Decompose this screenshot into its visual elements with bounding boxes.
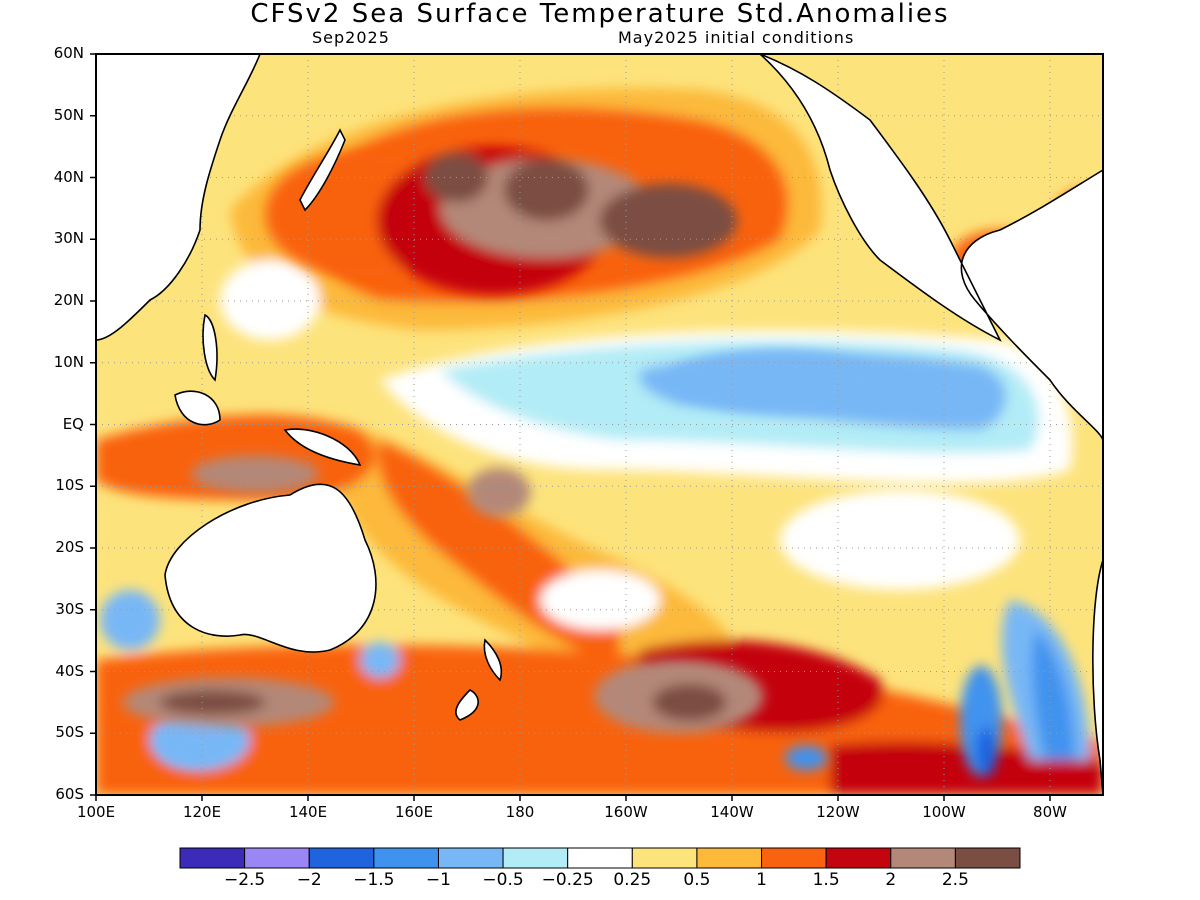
west-australia-cool: [100, 590, 160, 650]
colorbar-label: 1: [756, 870, 767, 890]
lat-label: 20S: [55, 538, 84, 556]
lat-label: 40S: [55, 661, 84, 680]
colorbar-swatch-5: [502, 847, 569, 869]
anomaly-core-16: [785, 745, 828, 771]
new-zealand-south-landmass: [455, 689, 479, 721]
lat-label: 20N: [53, 291, 84, 309]
colorbar-swatch-10: [825, 847, 892, 869]
japan-landmass: [299, 128, 346, 212]
anomaly-core-14: [467, 467, 531, 518]
chile-coast-cold: [1032, 630, 1075, 760]
lon-label: 180: [505, 803, 535, 821]
anomaly-core-12: [159, 690, 266, 715]
colorbar-swatch-2: [308, 847, 375, 869]
lat-label: 10N: [53, 352, 84, 371]
colorbar-label: 0.5: [683, 870, 711, 890]
anomaly-core-6: [668, 350, 881, 413]
lat-label: 30N: [53, 229, 84, 248]
colorbar-swatch-12: [954, 847, 1021, 869]
colorbar-swatch-9: [761, 847, 827, 869]
lon-label: 160W: [604, 803, 648, 821]
colorbar-label: −0.5: [482, 870, 524, 890]
lon-label: 120E: [182, 803, 222, 821]
americas-landmass: [759, 54, 1103, 795]
anomaly-core-15: [159, 727, 224, 765]
axis-ticks: [90, 53, 1051, 801]
colorbar-swatch-11: [890, 847, 956, 869]
initial-conditions-label: May2025 initial conditions: [618, 28, 855, 47]
lat-label: 50S: [55, 723, 84, 742]
colorbar-label: 2: [885, 870, 897, 890]
colorbar-label: −2: [296, 870, 322, 890]
lat-label: 60N: [53, 44, 84, 62]
lon-label: 120W: [816, 803, 860, 821]
lon-label: 80W: [1033, 803, 1067, 821]
new-zealand-north-landmass: [483, 638, 503, 682]
lon-label: 140E: [288, 803, 328, 821]
colorbar-label: 1.5: [812, 870, 840, 890]
lon-label: 140W: [710, 803, 754, 821]
colorbar-label: −1.5: [353, 870, 395, 890]
colorbar-swatch-8: [696, 847, 763, 869]
sst-anomaly-field: [96, 54, 1103, 795]
asia-landmass: [96, 54, 261, 341]
new-guinea-landmass: [283, 428, 362, 467]
neutral-patch-se-pacific: [780, 490, 1020, 590]
colorbar-label: −0.25: [541, 870, 594, 890]
colorbar-label: −1: [425, 870, 451, 890]
colorbar-swatch-7: [631, 847, 698, 869]
anomaly-core-5: [599, 183, 738, 258]
borneo-landmass: [174, 390, 221, 426]
lat-label: 10S: [55, 476, 84, 495]
neutral-patch-west-pacific: [220, 260, 320, 340]
philippines-landmass: [202, 313, 218, 382]
lat-label: 60S: [55, 785, 84, 803]
anomaly-core-13: [191, 455, 319, 493]
colorbar-swatch-1: [244, 847, 310, 869]
chart-title: CFSv2 Sea Surface Temperature Std.Anomal…: [250, 0, 950, 29]
forecast-month: Sep2025: [312, 28, 390, 47]
tasman-cool: [360, 642, 400, 678]
lat-label: EQ: [62, 414, 84, 433]
lon-label: 100E: [76, 803, 116, 821]
colorbar: [179, 847, 1021, 869]
lat-label: 30S: [55, 599, 84, 618]
colorbar-label: −2.5: [223, 870, 266, 890]
colorbar-label: 2.5: [941, 870, 969, 890]
australia-landmass: [164, 483, 377, 653]
anomaly-core-4: [504, 158, 589, 221]
coastlines: [96, 54, 1103, 795]
lon-label: 160E: [394, 803, 434, 821]
colorbar-label: 0.25: [613, 870, 652, 890]
colorbar-swatch-4: [437, 847, 504, 869]
lat-label: 40N: [53, 167, 84, 186]
colorbar-swatch-3: [373, 847, 439, 869]
anomaly-core-10: [652, 683, 727, 721]
colorbar-swatch-6: [567, 847, 633, 869]
lon-label: 100W: [922, 803, 966, 821]
anomaly-core-8: [975, 727, 998, 777]
neutral-patch-south-central: [540, 570, 660, 630]
colorbar-swatch-0: [179, 847, 246, 869]
lat-label: 50N: [53, 105, 84, 124]
